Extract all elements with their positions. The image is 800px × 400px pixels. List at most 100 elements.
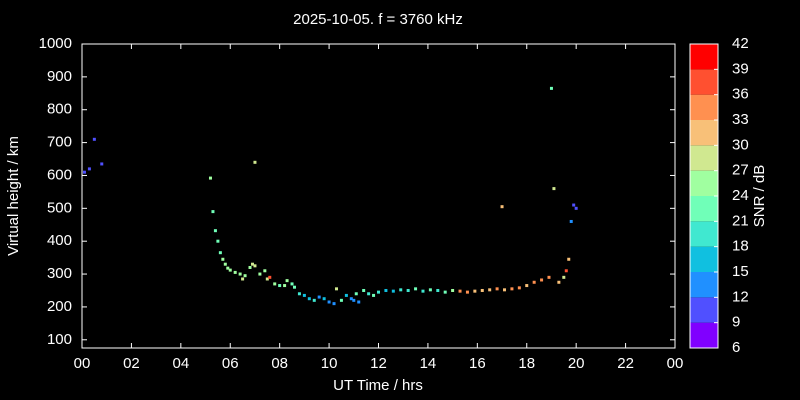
- data-point: [349, 297, 353, 301]
- data-point: [399, 288, 403, 292]
- data-point: [233, 270, 237, 274]
- data-point: [495, 287, 499, 291]
- data-point: [569, 219, 573, 223]
- data-point: [283, 284, 287, 288]
- data-point: [451, 288, 455, 292]
- data-point: [307, 297, 311, 301]
- colorbar-tick-label: 9: [732, 314, 740, 331]
- y-tick-label: 400: [47, 232, 72, 249]
- data-point: [218, 251, 222, 255]
- colorbar-band: [690, 170, 718, 196]
- y-tick-label: 500: [47, 199, 72, 216]
- data-point: [421, 289, 425, 293]
- x-tick-label: 08: [271, 355, 288, 372]
- x-tick-label: 00: [74, 355, 91, 372]
- colorbar-band: [690, 322, 718, 348]
- x-tick-label: 22: [617, 355, 634, 372]
- colorbar-band: [690, 221, 718, 247]
- data-point: [352, 298, 356, 302]
- y-tick-label: 200: [47, 298, 72, 315]
- data-point: [268, 275, 272, 279]
- data-point: [285, 279, 289, 283]
- colorbar-tick-label: 24: [732, 187, 749, 204]
- data-point: [265, 277, 269, 281]
- colorbar-band: [690, 145, 718, 171]
- data-point: [480, 288, 484, 292]
- data-point: [273, 282, 277, 286]
- data-point: [517, 286, 521, 290]
- data-point: [549, 86, 553, 90]
- data-point: [525, 284, 529, 288]
- data-point: [221, 257, 225, 261]
- data-point: [302, 293, 306, 297]
- data-point: [278, 284, 282, 288]
- data-point: [547, 275, 551, 279]
- data-point: [339, 298, 343, 302]
- y-tick-label: 600: [47, 166, 72, 183]
- data-point: [465, 290, 469, 294]
- data-point: [428, 288, 432, 292]
- data-point: [510, 287, 514, 291]
- colorbar-tick-label: 27: [732, 162, 749, 179]
- chart-title: 2025-10-05. f = 3760 kHz: [293, 11, 463, 28]
- x-tick-label: 12: [370, 355, 387, 372]
- x-tick-label: 00: [667, 355, 684, 372]
- data-point: [248, 265, 252, 269]
- data-point: [552, 187, 556, 191]
- colorbar-band: [690, 297, 718, 323]
- data-point: [327, 300, 331, 304]
- data-point: [458, 289, 462, 293]
- y-tick-label: 700: [47, 134, 72, 151]
- data-point: [540, 278, 544, 282]
- y-axis-label: Virtual height / km: [5, 136, 22, 256]
- data-point: [357, 300, 361, 304]
- data-point: [216, 239, 220, 243]
- data-point: [406, 288, 410, 292]
- x-axis-label: UT Time / hrs: [333, 377, 423, 394]
- y-tick-label: 900: [47, 68, 72, 85]
- data-point: [557, 280, 561, 284]
- data-point: [332, 302, 336, 306]
- colorbar-tick-label: 39: [732, 60, 749, 77]
- data-point: [290, 282, 294, 286]
- colorbar-tick-label: 12: [732, 288, 749, 305]
- colorbar-tick-label: 42: [732, 35, 749, 52]
- data-point: [473, 289, 477, 293]
- data-point: [384, 288, 388, 292]
- data-point: [241, 277, 245, 281]
- data-point: [228, 268, 232, 272]
- data-point: [250, 262, 254, 266]
- colorbar-band: [690, 272, 718, 298]
- data-point: [253, 264, 257, 268]
- data-point: [372, 293, 376, 297]
- data-point: [334, 287, 338, 291]
- data-point: [312, 298, 316, 302]
- colorbar-tick-label: 18: [732, 238, 749, 255]
- data-point: [354, 292, 358, 296]
- data-point: [87, 167, 91, 171]
- x-tick-label: 06: [222, 355, 239, 372]
- y-tick-label: 1000: [39, 35, 72, 52]
- colorbar-band: [690, 196, 718, 222]
- x-tick-label: 16: [469, 355, 486, 372]
- data-point: [322, 297, 326, 301]
- data-point: [572, 203, 576, 207]
- data-point: [532, 280, 536, 284]
- x-tick-label: 04: [172, 355, 189, 372]
- data-point: [443, 290, 447, 294]
- x-tick-label: 02: [123, 355, 140, 372]
- data-point: [243, 274, 247, 278]
- data-point: [100, 162, 104, 166]
- data-point: [567, 257, 571, 261]
- colorbar-band: [690, 44, 718, 70]
- data-point: [211, 210, 215, 214]
- colorbar-tick-label: 30: [732, 136, 749, 153]
- data-point: [226, 266, 230, 270]
- data-point: [238, 272, 242, 276]
- data-point: [362, 288, 366, 292]
- data-point: [562, 275, 566, 279]
- data-point: [213, 229, 217, 233]
- data-point: [253, 160, 257, 164]
- colorbar-tick-label: 15: [732, 263, 749, 280]
- data-point: [317, 295, 321, 299]
